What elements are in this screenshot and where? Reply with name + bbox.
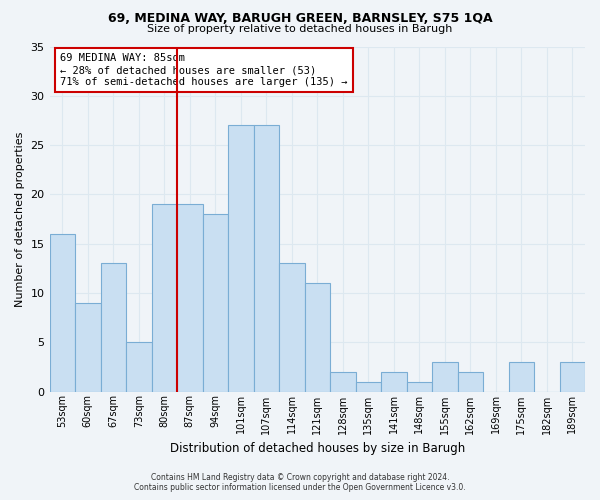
Bar bbox=[152, 204, 177, 392]
Bar bbox=[458, 372, 483, 392]
Text: 69 MEDINA WAY: 85sqm
← 28% of detached houses are smaller (53)
71% of semi-detac: 69 MEDINA WAY: 85sqm ← 28% of detached h… bbox=[60, 54, 348, 86]
Bar bbox=[279, 264, 305, 392]
Bar bbox=[356, 382, 381, 392]
Text: Size of property relative to detached houses in Barugh: Size of property relative to detached ho… bbox=[148, 24, 452, 34]
Bar bbox=[432, 362, 458, 392]
Bar bbox=[75, 303, 101, 392]
Bar bbox=[509, 362, 534, 392]
Bar bbox=[407, 382, 432, 392]
X-axis label: Distribution of detached houses by size in Barugh: Distribution of detached houses by size … bbox=[170, 442, 465, 455]
Bar bbox=[101, 264, 126, 392]
Bar bbox=[228, 126, 254, 392]
Bar bbox=[50, 234, 75, 392]
Bar bbox=[330, 372, 356, 392]
Y-axis label: Number of detached properties: Number of detached properties bbox=[15, 132, 25, 306]
Text: 69, MEDINA WAY, BARUGH GREEN, BARNSLEY, S75 1QA: 69, MEDINA WAY, BARUGH GREEN, BARNSLEY, … bbox=[107, 12, 493, 26]
Bar bbox=[126, 342, 152, 392]
Bar bbox=[381, 372, 407, 392]
Bar bbox=[203, 214, 228, 392]
Bar bbox=[560, 362, 585, 392]
Bar bbox=[177, 204, 203, 392]
Bar bbox=[254, 126, 279, 392]
Text: Contains HM Land Registry data © Crown copyright and database right 2024.
Contai: Contains HM Land Registry data © Crown c… bbox=[134, 473, 466, 492]
Bar bbox=[305, 283, 330, 392]
